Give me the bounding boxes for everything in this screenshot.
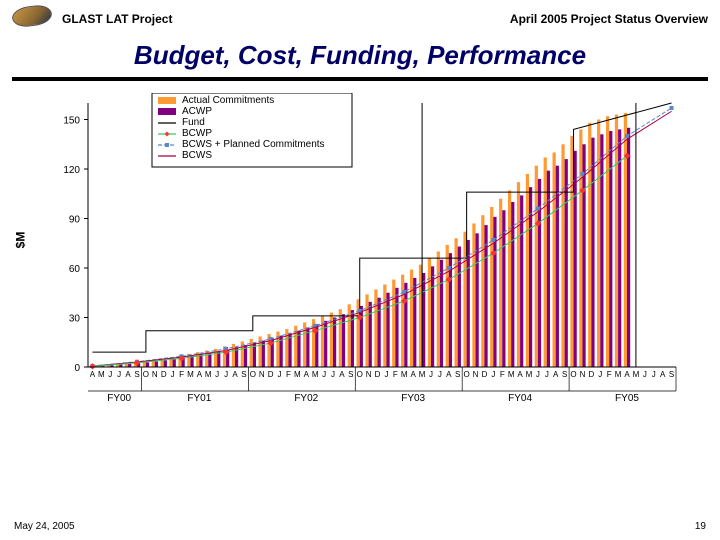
svg-text:J: J xyxy=(652,370,656,379)
page-number: 19 xyxy=(695,521,706,532)
svg-text:J: J xyxy=(278,370,282,379)
svg-text:N: N xyxy=(366,370,372,379)
budget-chart: 0306090120150AMJJASONDJFMAMJJASONDJFMAMJ… xyxy=(58,93,682,413)
svg-text:FY00: FY00 xyxy=(107,393,131,404)
svg-text:N: N xyxy=(473,370,479,379)
svg-text:N: N xyxy=(259,370,265,379)
svg-text:A: A xyxy=(90,370,96,379)
svg-text:M: M xyxy=(508,370,515,379)
svg-text:O: O xyxy=(250,370,256,379)
svg-text:D: D xyxy=(482,370,488,379)
svg-text:S: S xyxy=(669,370,674,379)
svg-text:O: O xyxy=(570,370,576,379)
svg-text:M: M xyxy=(205,370,212,379)
svg-text:S: S xyxy=(241,370,246,379)
svg-text:J: J xyxy=(322,370,326,379)
svg-text:A: A xyxy=(411,370,417,379)
svg-text:A: A xyxy=(125,370,131,379)
svg-text:F: F xyxy=(607,370,612,379)
slide-title: Budget, Cost, Funding, Performance xyxy=(0,38,720,77)
svg-text:J: J xyxy=(429,370,433,379)
svg-text:J: J xyxy=(171,370,175,379)
svg-text:120: 120 xyxy=(63,165,80,176)
svg-text:J: J xyxy=(491,370,495,379)
svg-text:M: M xyxy=(187,370,194,379)
svg-text:A: A xyxy=(446,370,452,379)
svg-text:D: D xyxy=(161,370,167,379)
svg-text:N: N xyxy=(580,370,586,379)
chart-container: $M 0306090120150AMJJASONDJFMAMJJASONDJFM… xyxy=(58,93,686,418)
svg-text:J: J xyxy=(215,370,219,379)
svg-text:D: D xyxy=(375,370,381,379)
svg-text:FY03: FY03 xyxy=(401,393,425,404)
svg-text:F: F xyxy=(393,370,398,379)
svg-text:M: M xyxy=(615,370,622,379)
svg-text:30: 30 xyxy=(69,314,81,325)
footer: May 24, 2005 19 xyxy=(0,521,720,532)
svg-text:J: J xyxy=(331,370,335,379)
svg-text:J: J xyxy=(598,370,602,379)
svg-text:F: F xyxy=(286,370,291,379)
svg-text:Fund: Fund xyxy=(182,117,205,128)
svg-text:BCWP: BCWP xyxy=(182,128,212,139)
svg-text:J: J xyxy=(643,370,647,379)
svg-text:90: 90 xyxy=(69,215,81,226)
svg-text:A: A xyxy=(197,370,203,379)
svg-text:J: J xyxy=(108,370,112,379)
svg-text:BCWS: BCWS xyxy=(182,150,212,161)
svg-text:M: M xyxy=(419,370,426,379)
svg-text:S: S xyxy=(134,370,139,379)
y-axis-label: $M xyxy=(13,232,27,249)
header-right: April 2005 Project Status Overview xyxy=(510,12,708,26)
svg-text:D: D xyxy=(268,370,274,379)
svg-text:M: M xyxy=(312,370,319,379)
svg-text:O: O xyxy=(464,370,470,379)
svg-text:F: F xyxy=(500,370,505,379)
svg-text:ACWP: ACWP xyxy=(182,106,212,117)
svg-text:A: A xyxy=(553,370,559,379)
svg-text:FY04: FY04 xyxy=(508,393,532,404)
svg-text:A: A xyxy=(517,370,523,379)
svg-text:A: A xyxy=(660,370,666,379)
title-rule xyxy=(12,77,708,81)
svg-text:A: A xyxy=(304,370,310,379)
header-bar: GLAST LAT Project April 2005 Project Sta… xyxy=(0,0,720,38)
svg-text:BCWS + Planned Commitments: BCWS + Planned Commitments xyxy=(182,139,325,150)
svg-text:M: M xyxy=(633,370,640,379)
svg-text:S: S xyxy=(562,370,567,379)
svg-text:60: 60 xyxy=(69,264,81,275)
svg-text:A: A xyxy=(232,370,238,379)
svg-text:A: A xyxy=(339,370,345,379)
glast-logo xyxy=(12,6,52,32)
svg-text:J: J xyxy=(384,370,388,379)
svg-text:O: O xyxy=(143,370,149,379)
svg-text:S: S xyxy=(455,370,460,379)
svg-text:J: J xyxy=(438,370,442,379)
svg-text:J: J xyxy=(545,370,549,379)
svg-text:M: M xyxy=(526,370,533,379)
svg-text:FY05: FY05 xyxy=(615,393,639,404)
svg-text:J: J xyxy=(224,370,228,379)
svg-text:150: 150 xyxy=(63,116,80,127)
svg-text:FY02: FY02 xyxy=(294,393,318,404)
svg-text:M: M xyxy=(98,370,105,379)
svg-text:Actual Commitments: Actual Commitments xyxy=(182,95,274,106)
svg-text:M: M xyxy=(401,370,408,379)
svg-text:A: A xyxy=(624,370,630,379)
svg-text:S: S xyxy=(348,370,353,379)
svg-text:D: D xyxy=(588,370,594,379)
svg-text:N: N xyxy=(152,370,158,379)
svg-text:0: 0 xyxy=(74,363,80,374)
svg-text:F: F xyxy=(179,370,184,379)
svg-text:FY01: FY01 xyxy=(187,393,211,404)
svg-text:M: M xyxy=(294,370,301,379)
header-left: GLAST LAT Project xyxy=(62,12,172,26)
svg-text:O: O xyxy=(357,370,363,379)
svg-text:J: J xyxy=(536,370,540,379)
svg-text:J: J xyxy=(117,370,121,379)
footer-date: May 24, 2005 xyxy=(14,521,75,532)
